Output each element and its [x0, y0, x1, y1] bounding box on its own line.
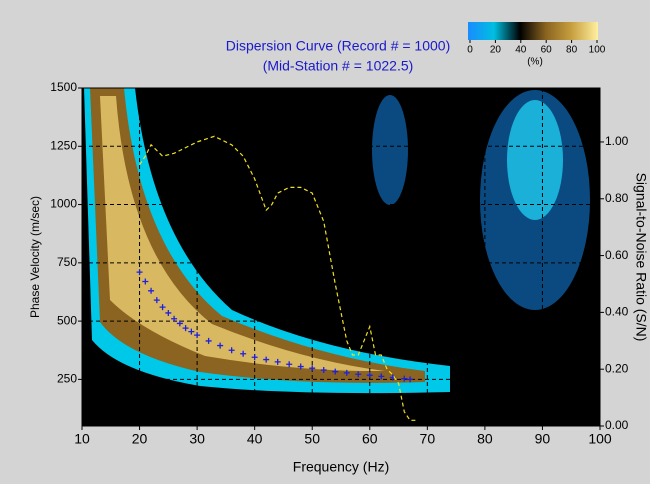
- picked-point: [217, 342, 224, 349]
- picked-point: [274, 358, 281, 365]
- picked-point: [355, 371, 362, 378]
- x-tick-label: 20: [132, 431, 148, 447]
- y2-tick-label: 1.00: [605, 134, 629, 148]
- x-tick-label: 40: [247, 431, 263, 447]
- x-tick-label: 70: [420, 431, 436, 447]
- y2-axis-label: Signal-to-Noise Ratio (S/N): [633, 173, 649, 342]
- colorbar: [468, 22, 598, 40]
- picked-point: [332, 368, 339, 375]
- y-tick-label: 1250: [50, 138, 77, 152]
- picked-point: [148, 287, 155, 294]
- picked-point: [176, 320, 183, 327]
- picked-point: [159, 304, 166, 311]
- energy-band: [100, 96, 385, 372]
- colorbar-tick-label: 80: [566, 45, 578, 56]
- x-tick-label: 100: [588, 431, 612, 447]
- x-tick-label: 10: [74, 431, 90, 447]
- colorbar-tick-label: 20: [490, 45, 502, 56]
- x-tick-label: 90: [535, 431, 551, 447]
- picked-point: [378, 373, 385, 380]
- colorbar-tick-label: 40: [515, 45, 527, 56]
- x-axis-label: Frequency (Hz): [293, 459, 389, 475]
- y2-tick-label: 0.40: [605, 305, 629, 319]
- picked-point: [320, 367, 327, 374]
- picked-point: [286, 361, 293, 368]
- y-tick-label: 1000: [50, 197, 77, 211]
- x-tick-label: 50: [304, 431, 320, 447]
- picked-point: [240, 350, 247, 357]
- energy-blob: [507, 100, 563, 220]
- picked-point: [165, 309, 172, 316]
- chart-title: Dispersion Curve (Record # = 1000): [226, 38, 451, 54]
- picked-point: [251, 354, 258, 361]
- picked-point: [366, 372, 373, 379]
- picked-point: [297, 363, 304, 370]
- picked-point: [263, 356, 270, 363]
- x-tick-label: 30: [189, 431, 205, 447]
- y-tick-label: 500: [57, 313, 77, 327]
- chart-subtitle: (Mid-Station # = 1022.5): [263, 58, 414, 74]
- y-axis-label: Phase Velocity (m/sec): [28, 196, 42, 318]
- picked-point: [142, 278, 149, 285]
- colorbar-tick-label: 60: [541, 45, 553, 56]
- picked-point: [407, 376, 414, 383]
- y2-tick-label: 0.60: [605, 248, 629, 262]
- snr-line: [139, 135, 416, 421]
- picked-point: [188, 328, 195, 335]
- y2-tick-label: 0.20: [605, 361, 629, 375]
- picked-point: [343, 369, 350, 376]
- picked-point: [182, 325, 189, 332]
- y2-tick-label: 0.80: [605, 191, 629, 205]
- picked-point: [153, 297, 160, 304]
- colorbar-tick-label: 100: [589, 45, 606, 56]
- picked-point: [136, 269, 143, 276]
- picked-point: [171, 315, 178, 322]
- colorbar-tick-label: 0: [467, 45, 473, 56]
- y-tick-label: 1500: [50, 80, 77, 94]
- y-tick-label: 750: [57, 255, 77, 269]
- y2-tick-label: 0.00: [605, 418, 629, 432]
- x-tick-label: 60: [362, 431, 378, 447]
- x-tick-label: 80: [477, 431, 493, 447]
- energy-blob: [372, 95, 408, 205]
- picked-point: [401, 375, 408, 382]
- picked-point: [228, 347, 235, 354]
- energy-image: [84, 88, 590, 394]
- plot-frame: [81, 87, 601, 427]
- y-tick-label: 250: [57, 372, 77, 386]
- picked-point: [309, 365, 316, 372]
- colorbar-label: (%): [527, 57, 543, 68]
- picked-point: [194, 332, 201, 339]
- picked-point: [205, 337, 212, 344]
